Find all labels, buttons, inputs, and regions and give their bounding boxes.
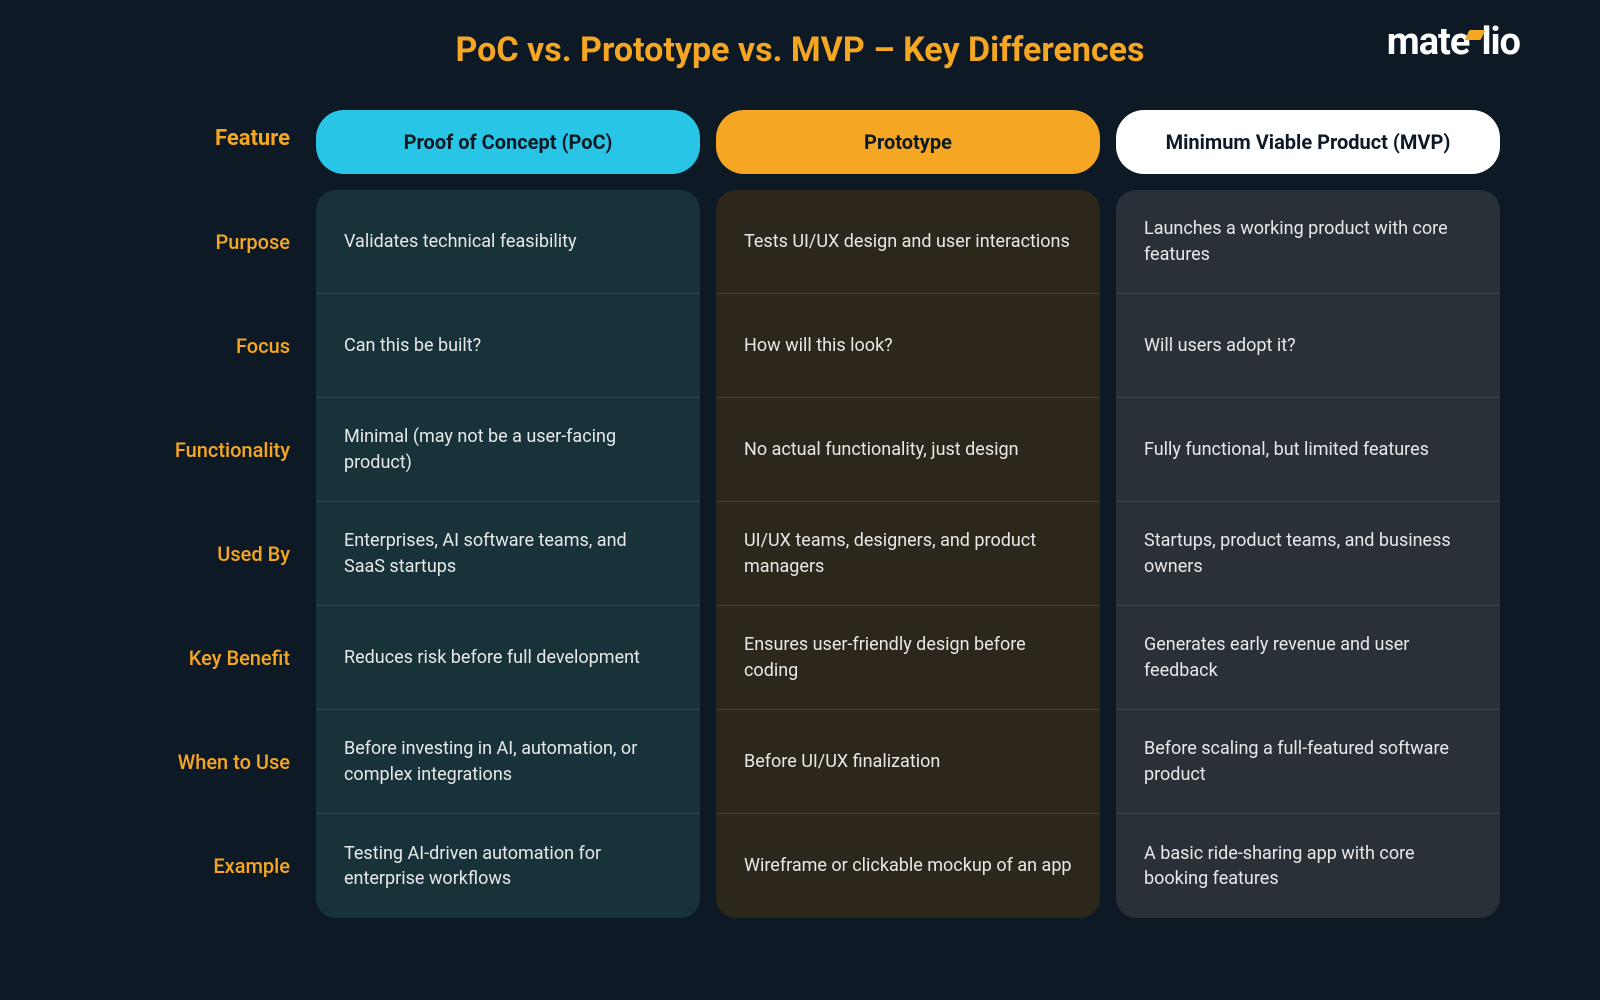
cell-poc-used-by: Enterprises, AI software teams, and SaaS… [316,502,700,606]
feature-header: Feature [100,110,300,151]
header: PoC vs. Prototype vs. MVP – Key Differen… [100,30,1500,70]
cell-mvp-key-benefit: Generates early revenue and user feedbac… [1116,606,1500,710]
row-labels: Purpose Focus Functionality Used By Key … [100,190,300,918]
cell-poc-when-to-use: Before investing in AI, automation, or c… [316,710,700,814]
row-label-example: Example [100,814,300,918]
cell-mvp-used-by: Startups, product teams, and business ow… [1116,502,1500,606]
cell-proto-purpose: Tests UI/UX design and user interactions [716,190,1100,294]
cell-proto-example: Wireframe or clickable mockup of an app [716,814,1100,918]
row-label-key-benefit: Key Benefit [100,606,300,710]
cell-poc-purpose: Validates technical feasibility [316,190,700,294]
cell-proto-key-benefit: Ensures user-friendly design before codi… [716,606,1100,710]
cell-poc-focus: Can this be built? [316,294,700,398]
cell-proto-used-by: UI/UX teams, designers, and product mana… [716,502,1100,606]
column-body-poc: Validates technical feasibility Can this… [316,190,700,918]
comparison-table: Feature Proof of Concept (PoC) Prototype… [100,110,1500,918]
brand-text-b: lio [1481,20,1520,64]
brand-logo: mate lio [1387,20,1520,64]
row-label-when-to-use: When to Use [100,710,300,814]
column-header-mvp: Minimum Viable Product (MVP) [1116,110,1500,174]
row-label-functionality: Functionality [100,398,300,502]
brand-text-a: mate [1387,20,1470,64]
cell-poc-example: Testing AI-driven automation for enterpr… [316,814,700,918]
cell-mvp-focus: Will users adopt it? [1116,294,1500,398]
cell-mvp-purpose: Launches a working product with core fea… [1116,190,1500,294]
column-header-poc: Proof of Concept (PoC) [316,110,700,174]
column-header-prototype: Prototype [716,110,1100,174]
cell-mvp-when-to-use: Before scaling a full-featured software … [1116,710,1500,814]
row-label-focus: Focus [100,294,300,398]
cell-proto-functionality: No actual functionality, just design [716,398,1100,502]
cell-poc-key-benefit: Reduces risk before full development [316,606,700,710]
row-label-used-by: Used By [100,502,300,606]
cell-poc-functionality: Minimal (may not be a user-facing produc… [316,398,700,502]
column-body-mvp: Launches a working product with core fea… [1116,190,1500,918]
row-label-purpose: Purpose [100,190,300,294]
cell-proto-when-to-use: Before UI/UX finalization [716,710,1100,814]
page-title: PoC vs. Prototype vs. MVP – Key Differen… [455,30,1144,70]
cell-proto-focus: How will this look? [716,294,1100,398]
cell-mvp-example: A basic ride-sharing app with core booki… [1116,814,1500,918]
column-body-prototype: Tests UI/UX design and user interactions… [716,190,1100,918]
cell-mvp-functionality: Fully functional, but limited features [1116,398,1500,502]
